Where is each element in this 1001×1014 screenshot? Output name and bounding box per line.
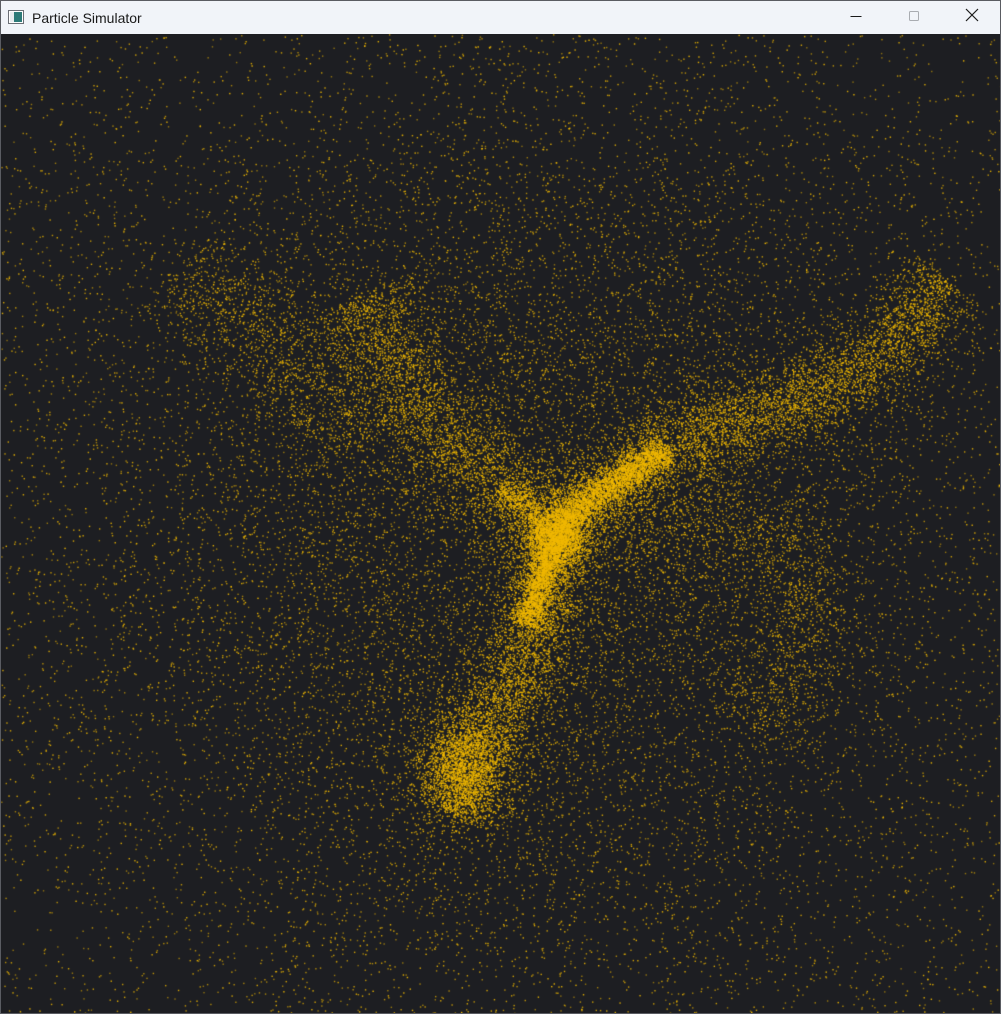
minimize-icon — [850, 9, 862, 27]
particle-canvas[interactable] — [1, 34, 1000, 1013]
title-bar[interactable]: Particle Simulator — [1, 1, 1000, 34]
close-icon — [965, 8, 979, 27]
simulation-canvas-area[interactable] — [1, 34, 1000, 1013]
maximize-icon — [908, 9, 920, 27]
minimize-button[interactable] — [827, 1, 885, 34]
close-button[interactable] — [943, 1, 1000, 34]
window-app-icon — [8, 10, 24, 24]
window-title: Particle Simulator — [32, 10, 142, 26]
maximize-button[interactable] — [885, 1, 943, 34]
